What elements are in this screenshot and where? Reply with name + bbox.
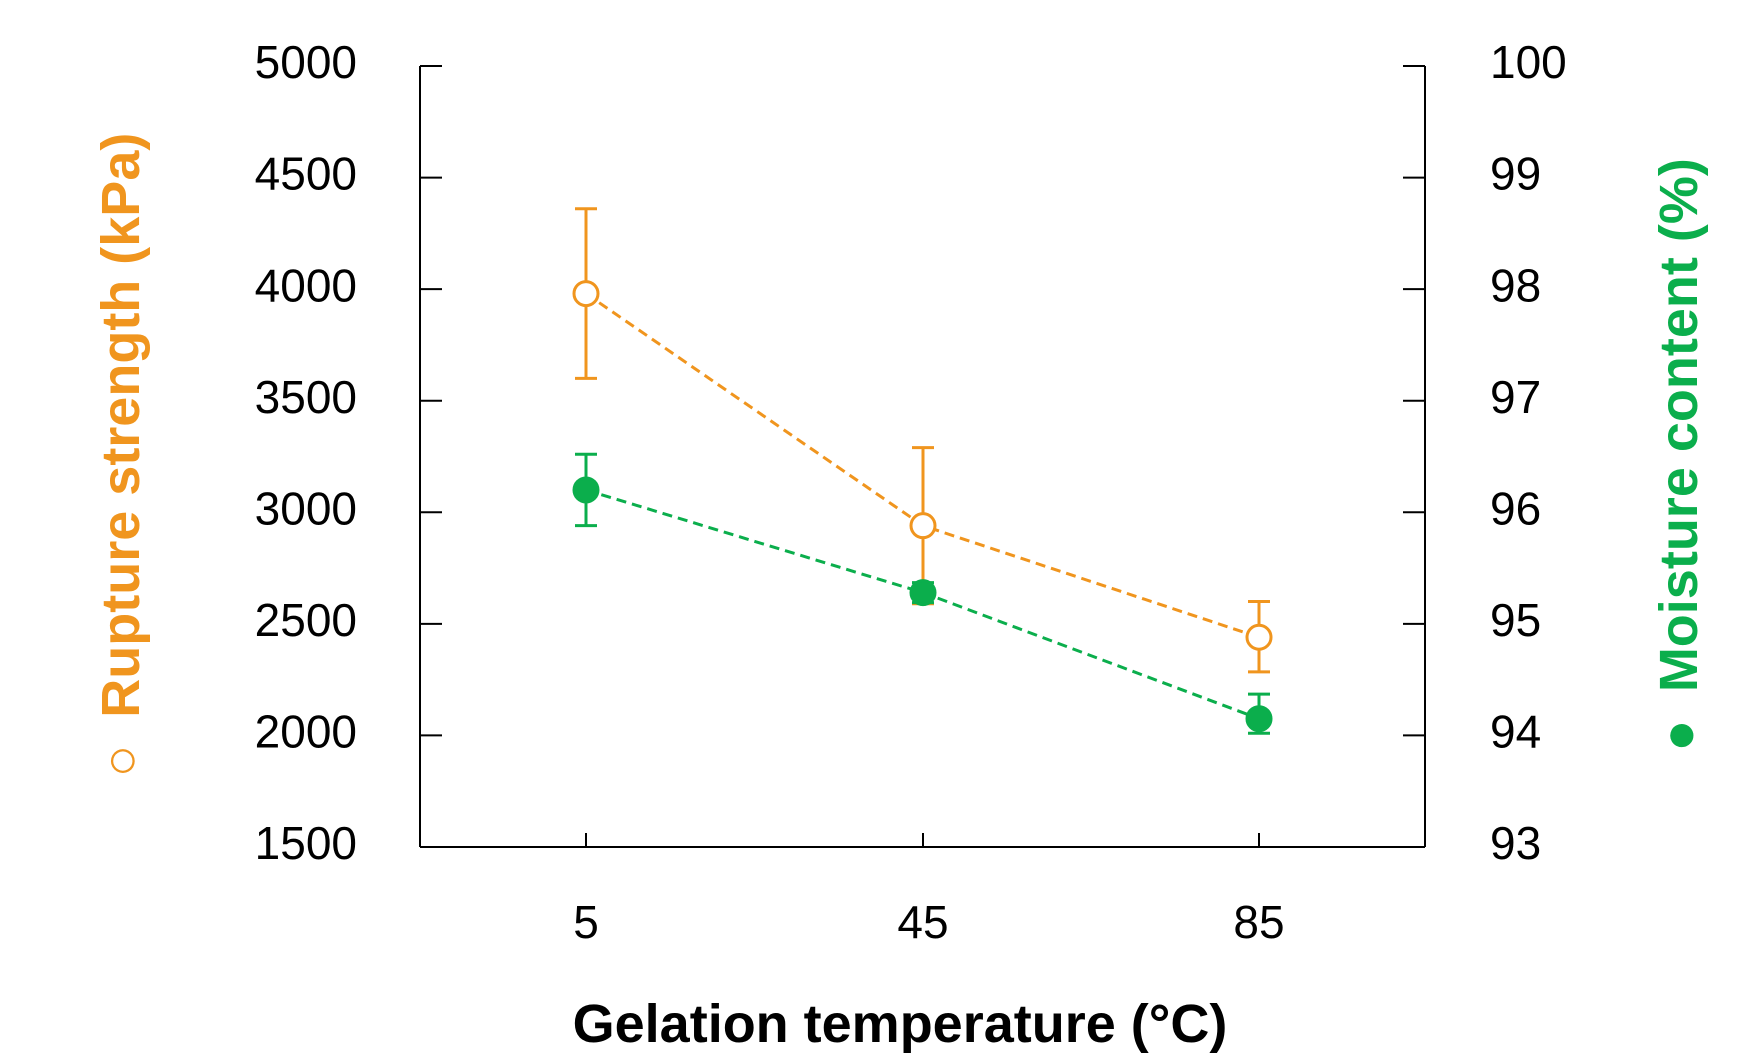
x-tick-label: 85 (1233, 896, 1284, 948)
x-tick-label: 5 (573, 896, 599, 948)
left-tick-label: 1500 (255, 817, 357, 869)
right-tick-label: 94 (1490, 706, 1541, 758)
left-axis-title: ○ Rupture strength (kPa) (91, 133, 151, 778)
series-moisture-content (572, 452, 1273, 735)
left-tick-label: 3000 (255, 482, 357, 534)
rupture-strength-point (1245, 623, 1273, 651)
left-tick-label: 4500 (255, 148, 357, 200)
right-tick-label: 100 (1490, 36, 1567, 88)
right-tick-label: 96 (1490, 482, 1541, 534)
series-layer (572, 207, 1273, 735)
svg-text:○ Rupture strength (kPa): ○ Rupture strength (kPa) (91, 133, 151, 778)
right-tick-label: 99 (1490, 148, 1541, 200)
open-circle-legend-icon: ○ (91, 745, 151, 778)
right-axis-title: ● Moisture content (%) (1649, 158, 1709, 752)
moisture-content-point (909, 579, 937, 607)
x-tick-label: 45 (897, 896, 948, 948)
left-tick-label: 2000 (255, 706, 357, 758)
moisture-content-point (1245, 705, 1273, 733)
right-tick-label: 97 (1490, 371, 1541, 423)
x-ticks: 5 45 85 (573, 833, 1285, 948)
left-tick-label: 3500 (255, 371, 357, 423)
left-axis-title-text: Rupture strength (kPa) (91, 133, 151, 718)
series-rupture-strength (572, 207, 1273, 674)
left-tick-label: 5000 (255, 36, 357, 88)
right-tick-label: 95 (1490, 594, 1541, 646)
left-tick-label: 2500 (255, 594, 357, 646)
right-tick-label: 98 (1490, 259, 1541, 311)
right-tick-label: 93 (1490, 817, 1541, 869)
right-ticks: 93 94 95 96 97 98 99 100 (1403, 36, 1567, 869)
moisture-content-point (572, 476, 600, 504)
rupture-strength-point (572, 280, 600, 308)
rupture-strength-point (909, 512, 937, 540)
filled-circle-legend-icon: ● (1649, 719, 1709, 752)
x-axis-title: Gelation temperature (°C) (573, 994, 1228, 1054)
left-tick-label: 4000 (255, 259, 357, 311)
svg-text:● Moisture content (%): ● Moisture content (%) (1649, 158, 1709, 752)
right-axis-title-text: Moisture content (%) (1649, 158, 1709, 692)
left-ticks: 1500 2000 2500 3000 3500 4000 4500 5000 (255, 36, 442, 869)
